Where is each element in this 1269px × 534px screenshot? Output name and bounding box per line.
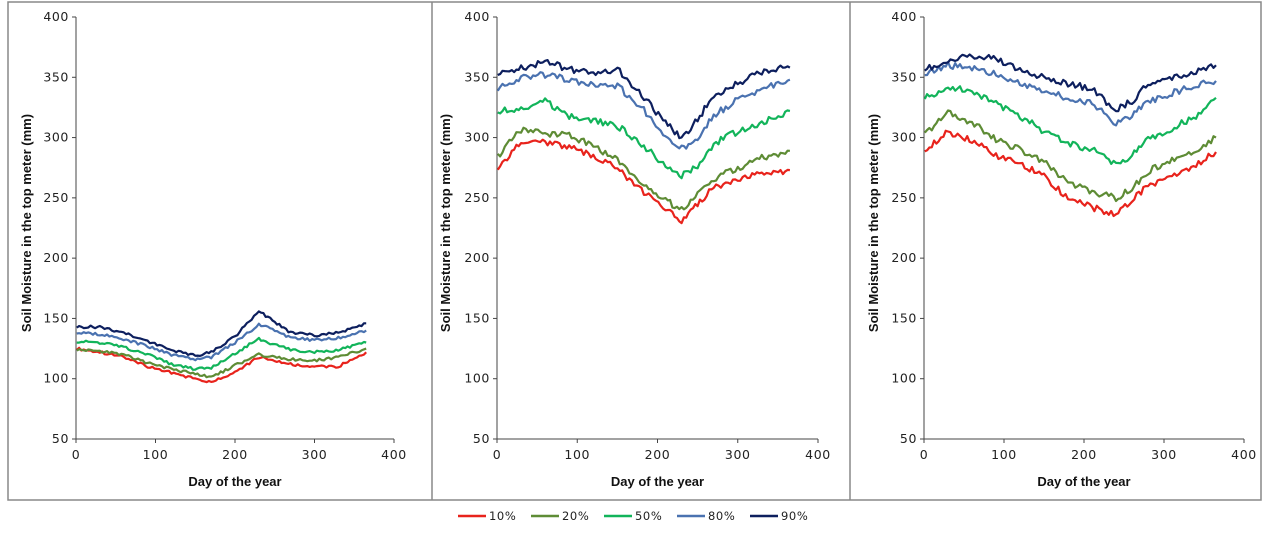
y-tick-label: 50 [473,431,490,446]
y-tick-label: 50 [900,431,917,446]
legend-label: 80% [708,509,735,523]
series-line-20pct [496,126,790,211]
series-line-50pct [923,85,1217,165]
x-tick-label: 400 [1231,447,1257,462]
series-line-10pct [76,346,367,384]
y-tick-label: 300 [43,130,69,145]
chart-panel-1: 50 100 150 200 250 300 350 400 0 100 200 300 400 Day … [19,9,407,489]
legend-item: 90% [750,509,808,523]
series-line-50pct [497,97,791,180]
y-tick-label: 100 [464,371,490,386]
x-tick-label: 100 [143,447,169,462]
series-line-80pct [496,71,791,150]
y-tick-label: 300 [464,130,490,145]
x-tick-label: 300 [725,447,751,462]
series-line-80pct [924,60,1217,127]
y-tick-label: 100 [891,371,917,386]
y-tick-label: 400 [891,9,917,24]
chart-panel-3: 50 100 150 200 250 300 350 400 0 100 200 300 400 Day … [866,9,1257,489]
series-line-10pct [924,129,1217,218]
x-tick-label: 300 [302,447,328,462]
y-tick-label: 250 [464,190,490,205]
legend-item: 20% [531,509,589,523]
series-line-90pct [76,310,367,357]
chart-panel-2: 50 100 150 200 250 300 350 400 0 100 200 300 400 Day … [438,9,831,489]
y-tick-label: 150 [891,310,917,325]
x-axis-label: Day of the year [188,474,281,489]
series-line-10pct [496,138,790,225]
legend: 10% 20% 50% 80% 90% [458,509,808,523]
y-tick-label: 250 [891,190,917,205]
y-tick-label: 250 [43,190,69,205]
y-tick-label: 200 [464,250,490,265]
x-axis-label: Day of the year [611,474,704,489]
x-tick-label: 0 [493,447,502,462]
y-tick-label: 50 [52,431,69,446]
x-axis-label: Day of the year [1037,474,1130,489]
figure-frame [7,1,1262,501]
y-tick-label: 200 [43,250,69,265]
x-tick-label: 200 [222,447,248,462]
legend-item: 50% [604,509,662,523]
x-tick-label: 0 [72,447,81,462]
series-line-80pct [76,322,367,362]
y-axis-label: Soil Moisture in the top meter (mm) [866,114,881,332]
y-tick-label: 350 [464,69,490,84]
x-tick-label: 100 [991,447,1017,462]
y-axis-label: Soil Moisture in the top meter (mm) [438,114,453,332]
legend-item: 80% [677,509,735,523]
x-tick-label: 400 [805,447,831,462]
series-line-90pct [924,53,1217,113]
x-tick-label: 100 [564,447,590,462]
legend-item: 10% [458,509,516,523]
y-tick-label: 150 [43,310,69,325]
series-line-20pct [923,109,1217,203]
y-tick-label: 400 [43,9,69,24]
x-tick-label: 400 [381,447,407,462]
y-tick-label: 150 [464,310,490,325]
y-tick-label: 400 [464,9,490,24]
y-tick-label: 350 [43,69,69,84]
y-tick-label: 100 [43,371,69,386]
series-line-20pct [76,347,367,379]
legend-label: 20% [562,509,589,523]
y-axis-label: Soil Moisture in the top meter (mm) [19,114,34,332]
legend-label: 10% [489,509,516,523]
chart-panels: 50 100 150 200 250 300 350 400 0 100 200 300 400 Day … [19,9,1257,489]
y-tick-label: 200 [891,250,917,265]
x-tick-label: 200 [645,447,671,462]
x-tick-label: 200 [1071,447,1097,462]
legend-label: 50% [635,509,662,523]
series-line-90pct [497,58,791,140]
x-tick-label: 0 [920,447,929,462]
legend-label: 90% [781,509,808,523]
x-tick-label: 300 [1151,447,1177,462]
series-line-50pct [76,336,367,371]
y-tick-label: 300 [891,130,917,145]
y-tick-label: 350 [891,69,917,84]
